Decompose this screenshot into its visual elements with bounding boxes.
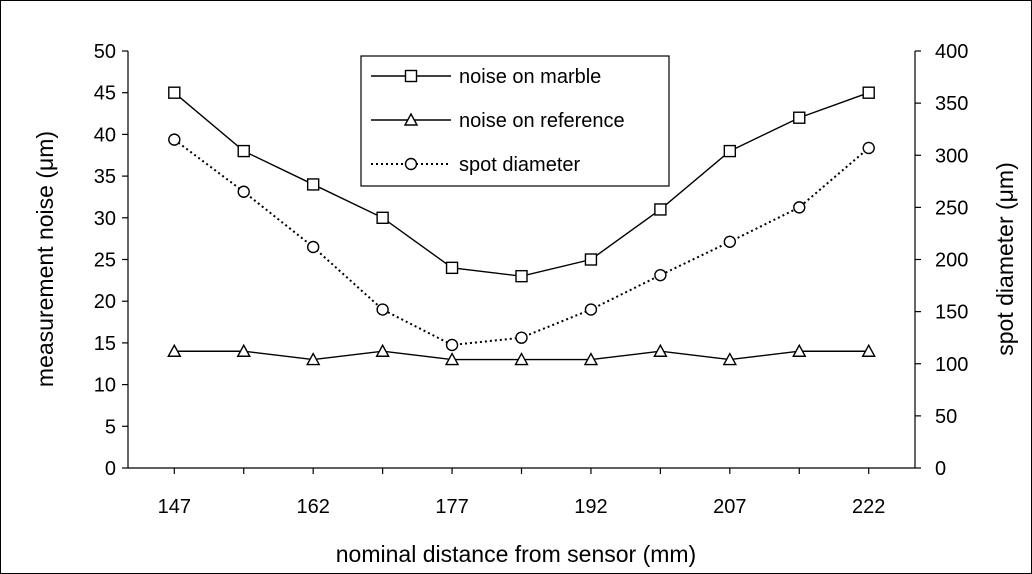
- data-point-spot-diameter: [376, 303, 389, 316]
- legend-marker: [404, 157, 418, 171]
- data-point-noise-on-reference: [722, 352, 738, 366]
- y-tick-label: 0: [105, 458, 116, 480]
- data-point-spot-diameter: [793, 201, 806, 214]
- data-point-noise-on-marble: [376, 211, 389, 225]
- data-point-noise-on-marble: [654, 203, 667, 216]
- y-tick-label: 20: [94, 291, 116, 313]
- data-point-noise-on-reference: [167, 343, 182, 357]
- data-point-noise-on-marble: [445, 261, 459, 275]
- legend-label: noise on reference: [459, 110, 625, 132]
- y2-axis-label: spot diameter (μm): [992, 162, 1018, 355]
- data-point-spot-diameter: [584, 303, 598, 316]
- data-point-spot-diameter: [306, 240, 320, 254]
- data-point-noise-on-reference: [305, 352, 321, 366]
- x-axis-label: nominal distance from sensor (mm): [336, 541, 696, 567]
- y2-tick-label: 150: [935, 302, 968, 324]
- data-point-spot-diameter: [862, 141, 875, 155]
- y-tick-label: 40: [94, 124, 116, 146]
- data-point-noise-on-marble: [584, 253, 598, 266]
- data-point-noise-on-reference: [514, 352, 529, 366]
- y-tick-label: 50: [94, 41, 116, 63]
- x-tick-label: 147: [158, 496, 191, 518]
- data-point-noise-on-marble: [515, 269, 528, 283]
- y-axis-label: measurement noise (μm): [32, 131, 58, 387]
- data-point-noise-on-reference: [583, 352, 599, 366]
- x-tick-label: 162: [296, 496, 329, 518]
- y2-tick-label: 200: [935, 250, 968, 272]
- data-point-noise-on-reference: [653, 343, 668, 357]
- data-point-spot-diameter: [723, 235, 737, 248]
- data-point-noise-on-reference: [792, 343, 807, 357]
- legend-marker: [404, 69, 418, 83]
- data-point-noise-on-reference: [236, 343, 251, 357]
- y-tick-label: 15: [94, 333, 116, 355]
- y-tick-label: 35: [94, 166, 116, 188]
- y2-tick-label: 250: [935, 197, 968, 219]
- legend-marker: [403, 112, 419, 126]
- y-tick-label: 45: [94, 83, 116, 105]
- data-point-spot-diameter: [168, 133, 181, 146]
- data-point-spot-diameter: [445, 338, 459, 352]
- x-tick-label: 207: [713, 496, 746, 518]
- legend-label: spot diameter: [459, 154, 581, 176]
- x-tick-label: 192: [574, 496, 607, 518]
- x-tick-label: 222: [852, 496, 885, 518]
- legend-label: noise on marble: [459, 66, 601, 88]
- data-point-noise-on-marble: [237, 144, 250, 158]
- data-point-noise-on-marble: [168, 86, 181, 99]
- legend-group: noise on marble noise on reference spot di…: [360, 55, 670, 187]
- y2-tick-label: 100: [935, 354, 968, 376]
- y2-tick-label: 300: [935, 145, 968, 167]
- series-markers-group: [167, 86, 876, 366]
- data-point-noise-on-reference: [375, 343, 390, 357]
- data-point-noise-on-marble: [862, 86, 875, 99]
- y2-tick-label: 350: [935, 93, 968, 115]
- y-tick-label: 30: [94, 208, 116, 230]
- y2-tick-label: 400: [935, 41, 968, 63]
- data-point-spot-diameter: [654, 268, 667, 282]
- data-point-spot-diameter: [515, 331, 528, 344]
- data-point-noise-on-reference: [861, 343, 876, 357]
- data-point-noise-on-marble: [306, 178, 320, 191]
- y2-tick-label: 50: [935, 406, 957, 428]
- data-point-spot-diameter: [237, 185, 250, 198]
- y-tick-label: 10: [94, 375, 116, 397]
- y2-tick-label: 0: [935, 458, 946, 480]
- data-point-noise-on-marble: [723, 144, 737, 158]
- axes-group: 0 5 10 15 20 25 30 35 40 45 50 0 50 100 150 200 250 300 35…: [94, 41, 969, 518]
- data-point-noise-on-reference: [444, 352, 460, 366]
- x-tick-label: 177: [435, 496, 468, 518]
- y-tick-label: 5: [105, 416, 116, 438]
- data-point-noise-on-marble: [793, 111, 806, 124]
- y-tick-label: 25: [94, 250, 116, 272]
